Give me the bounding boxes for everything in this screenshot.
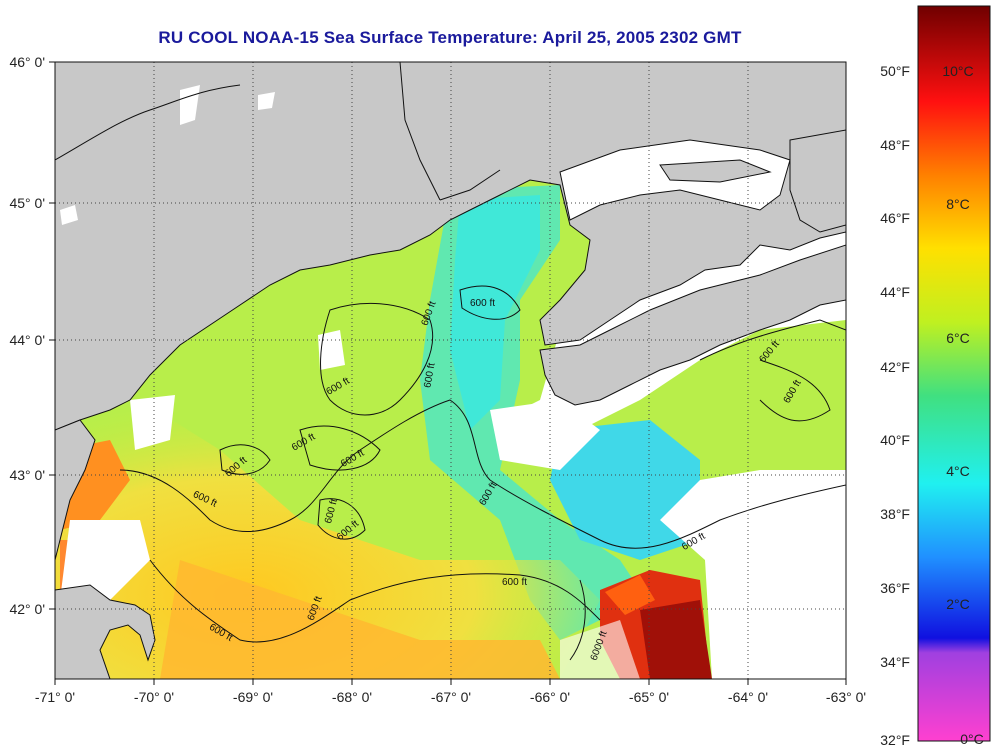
colorbar-f-label: 50°F bbox=[880, 63, 910, 79]
colorbar-f-label: 32°F bbox=[880, 732, 910, 748]
inland-lake-3 bbox=[60, 205, 78, 225]
lon-label: -71° 0' bbox=[35, 689, 75, 705]
colorbar-f-label: 36°F bbox=[880, 580, 910, 596]
colorbar-f-label: 46°F bbox=[880, 210, 910, 226]
colorbar-f-label: 34°F bbox=[880, 654, 910, 670]
warm-water-south bbox=[160, 560, 560, 679]
colorbar-c-label: 10°C bbox=[942, 63, 973, 79]
axis-ticks bbox=[49, 61, 847, 685]
lon-label: -64° 0' bbox=[728, 689, 768, 705]
colorbar-c-label: 6°C bbox=[946, 330, 970, 346]
no-data-cloud-south bbox=[560, 620, 640, 679]
colorbar: 50°F 48°F 46°F 44°F 42°F 40°F 38°F 36°F … bbox=[880, 5, 991, 748]
land-pei bbox=[659, 159, 772, 183]
colorbar-gradient bbox=[917, 5, 991, 742]
lon-label: -70° 0' bbox=[134, 689, 174, 705]
lat-label: 43° 0' bbox=[9, 467, 45, 483]
lon-label: -69° 0' bbox=[233, 689, 273, 705]
colorbar-c-label: 0°C bbox=[960, 731, 984, 747]
border-line-3 bbox=[439, 169, 501, 201]
contour-label: 600 ft bbox=[502, 577, 527, 588]
colorbar-f-label: 38°F bbox=[880, 506, 910, 522]
lon-label: -63° 0' bbox=[826, 689, 866, 705]
lat-label: 44° 0' bbox=[9, 332, 45, 348]
no-data-cloud-west bbox=[130, 395, 175, 450]
colorbar-f-label: 40°F bbox=[880, 432, 910, 448]
colorbar-c-label: 4°C bbox=[946, 463, 970, 479]
colorbar-f-label: 42°F bbox=[880, 359, 910, 375]
lon-label: -65° 0' bbox=[629, 689, 669, 705]
lat-label: 46° 0' bbox=[9, 54, 45, 70]
lon-label: -68° 0' bbox=[332, 689, 372, 705]
land-massachusetts bbox=[55, 419, 96, 561]
cold-water-shelf bbox=[550, 420, 700, 560]
land-cape-breton bbox=[789, 129, 846, 233]
colorbar-f-label: 44°F bbox=[880, 284, 910, 300]
border-line-2 bbox=[399, 62, 441, 201]
lat-label: 42° 0' bbox=[9, 601, 45, 617]
colorbar-c-label: 8°C bbox=[946, 196, 970, 212]
border-line bbox=[55, 84, 241, 161]
inland-lake-2 bbox=[258, 92, 275, 110]
hot-water-rim bbox=[605, 575, 655, 615]
contour-label: 600 ft bbox=[470, 298, 495, 309]
colorbar-c-label: 2°C bbox=[946, 596, 970, 612]
colorbar-f-label: 48°F bbox=[880, 137, 910, 153]
contour-label: 600 ft bbox=[422, 362, 437, 389]
no-data-cloud-cape bbox=[60, 520, 150, 600]
no-data-cloud-central bbox=[490, 400, 600, 470]
map-grid bbox=[55, 62, 846, 679]
map-title: RU COOL NOAA-15 Sea Surface Temperature:… bbox=[158, 28, 742, 47]
land-nova-scotia bbox=[539, 244, 846, 406]
cold-water-region bbox=[450, 195, 540, 430]
lon-label: -67° 0' bbox=[431, 689, 471, 705]
lat-label: 45° 0' bbox=[9, 195, 45, 211]
no-data-cloud-small bbox=[318, 330, 345, 370]
hottest-water-patch bbox=[640, 600, 712, 679]
lon-label: -66° 0' bbox=[530, 689, 570, 705]
depth-contours bbox=[119, 285, 846, 661]
